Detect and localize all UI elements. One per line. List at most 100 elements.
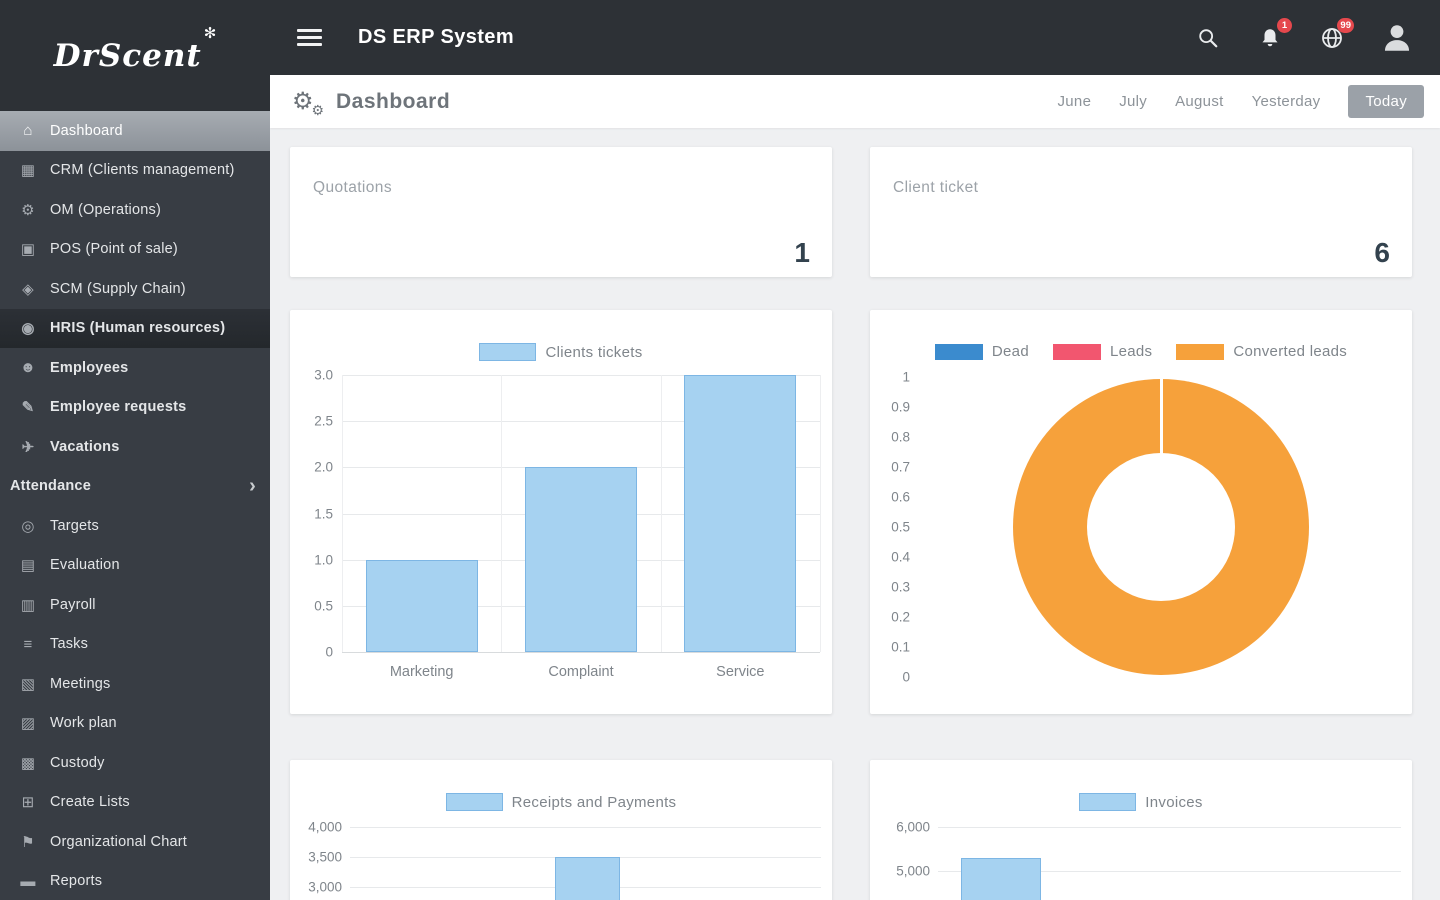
notifications-bell-icon[interactable]: 1	[1256, 17, 1292, 52]
legend-label: Receipts and Payments	[511, 793, 677, 811]
sidebar-item-targets[interactable]: ◎ Targets	[0, 506, 270, 546]
date-filters: June July August Yesterday Today	[1057, 85, 1424, 118]
crm-icon: ▦	[20, 162, 36, 180]
payroll-icon: ▥	[20, 596, 36, 614]
chart-legend: Receipts and Payments	[290, 793, 832, 811]
sidebar-item-label: Work plan	[50, 715, 117, 732]
main-content: ⚙ ⚙ Dashboard June July August Yesterday Toda…	[270, 75, 1440, 900]
bar	[555, 857, 620, 900]
legend-item[interactable]: Clients tickets	[479, 343, 642, 361]
y-axis-tick: 0	[325, 644, 333, 660]
scm-icon: ◈	[22, 280, 34, 298]
tasks-icon: ≡	[23, 635, 33, 653]
sidebar-item-evaluation[interactable]: ▤ Evaluation	[0, 546, 270, 586]
y-axis-tick: 6,000	[896, 819, 930, 835]
legend-item[interactable]: Invoices	[1079, 793, 1202, 811]
sidebar-item-label: Employees	[50, 359, 129, 376]
legend-swatch	[1176, 343, 1225, 360]
filter-july[interactable]: July	[1119, 93, 1148, 110]
sidebar-item-dashboard[interactable]: ⌂ Dashboard	[0, 111, 270, 151]
employees-icon: ☻	[20, 359, 36, 377]
search-icon[interactable]	[1194, 24, 1222, 52]
y-axis-tick: 0.5	[891, 519, 910, 535]
filter-june[interactable]: June	[1057, 93, 1092, 110]
page-title: Dashboard	[336, 89, 451, 113]
y-axis-tick: 1.5	[314, 506, 333, 521]
doughnut-chart	[1013, 379, 1309, 675]
stat-cards-row: Quotations 1 Client ticket 6	[290, 147, 1412, 277]
legend-label: Dead	[991, 343, 1029, 360]
sidebar-item-attendance[interactable]: Attendance ›	[0, 467, 270, 507]
y-axis-tick: 5,000	[896, 863, 930, 879]
chevron-right-icon: ›	[249, 475, 256, 498]
sidebar-item-hris-human-resources[interactable]: ◉ HRIS (Human resources)	[0, 308, 270, 348]
topbar-actions: 1 99	[1194, 17, 1414, 55]
sidebar-item-om-operations[interactable]: ⚙ OM (Operations)	[0, 190, 270, 230]
x-axis-label: Service	[716, 664, 765, 680]
custody-icon: ▩	[20, 754, 36, 772]
sidebar-item-employee-requests[interactable]: ✎ Employee requests	[0, 388, 270, 428]
stat-card-quotations: Quotations 1	[290, 147, 832, 277]
legend-swatch	[934, 343, 983, 360]
stat-card-title: Quotations	[313, 179, 392, 196]
vacations-icon: ✈	[21, 438, 35, 456]
bar-service	[684, 375, 797, 652]
sidebar-item-reports[interactable]: ▬ Reports	[0, 862, 270, 900]
sidebar-item-tasks[interactable]: ≡ Tasks	[0, 625, 270, 665]
sidebar-item-label: Attendance	[10, 478, 91, 495]
stat-card-value: 1	[794, 237, 810, 268]
sidebar-item-label: Create Lists	[50, 794, 130, 811]
invoices-chart-card: Invoices 6,000 5,000	[870, 760, 1412, 900]
brand-text: DrScent	[53, 37, 202, 74]
y-axis-tick: 0.5	[314, 598, 333, 614]
sidebar-item-label: POS (Point of sale)	[50, 241, 178, 258]
globe-icon[interactable]: 99	[1318, 17, 1354, 52]
sidebar-item-label: Custody	[50, 754, 105, 771]
sidebar-item-payroll[interactable]: ▥ Payroll	[0, 585, 270, 625]
sidebar-item-work-plan[interactable]: ▨ Work plan	[0, 704, 270, 744]
home-icon: ⌂	[23, 122, 33, 140]
chart-legend: Clients tickets	[290, 343, 832, 361]
sidebar-item-label: Employee requests	[50, 399, 187, 416]
sidebar-item-organizational-chart[interactable]: ⚑ Organizational Chart	[0, 822, 270, 862]
user-avatar-icon[interactable]	[1380, 21, 1414, 55]
filter-today[interactable]: Today	[1348, 85, 1424, 118]
om-icon: ⚙	[21, 201, 35, 219]
work-plan-icon: ▨	[20, 715, 36, 733]
hamburger-menu-icon[interactable]	[297, 29, 322, 46]
sidebar-item-meetings[interactable]: ▧ Meetings	[0, 664, 270, 704]
y-axis-tick: 3,500	[308, 849, 342, 865]
y-axis-tick: 3.0	[314, 367, 333, 383]
filter-yesterday[interactable]: Yesterday	[1251, 93, 1321, 110]
sidebar-item-label: Payroll	[50, 596, 96, 613]
sidebar-item-create-lists[interactable]: ⊞ Create Lists	[0, 783, 270, 823]
legend-item[interactable]: Receipts and Payments	[445, 793, 677, 811]
sidebar-item-crm-clients-management[interactable]: ▦ CRM (Clients management)	[0, 151, 270, 191]
chart-legend: Invoices	[870, 793, 1412, 811]
legend-item[interactable]: Dead	[934, 343, 1029, 360]
sidebar-item-scm-supply-chain[interactable]: ◈ SCM (Supply Chain)	[0, 269, 270, 309]
legend-label: Invoices	[1145, 793, 1203, 811]
bar-chart-plot: 3.0 2.5 2.0 1.5 1.0 0.5 0 Marketing Complaint Ser…	[314, 368, 821, 680]
y-axis-tick: 0.7	[891, 459, 910, 475]
sidebar-item-pos-point-of-sale[interactable]: ▣ POS (Point of sale)	[0, 230, 270, 270]
legend-item[interactable]: Converted leads	[1176, 343, 1347, 360]
y-axis-tick: 2.0	[314, 459, 333, 475]
meetings-icon: ▧	[20, 675, 36, 693]
sidebar-item-label: Vacations	[50, 438, 120, 455]
y-axis-tick: 0.4	[891, 549, 910, 565]
targets-icon: ◎	[21, 517, 35, 535]
chart-legend: Dead Leads Converted leads	[870, 343, 1412, 360]
sidebar-item-vacations[interactable]: ✈ Vacations	[0, 427, 270, 467]
legend-label: Leads	[1109, 343, 1153, 360]
brand-flower-icon: ✻	[203, 25, 217, 42]
brand-logo[interactable]: DrScent ✻	[0, 0, 270, 111]
y-axis-tick: 0.6	[891, 489, 910, 505]
y-axis-tick: 4,000	[308, 819, 342, 835]
filter-august[interactable]: August	[1175, 93, 1224, 110]
legend-item[interactable]: Leads	[1052, 343, 1153, 360]
sidebar-item-custody[interactable]: ▩ Custody	[0, 743, 270, 783]
y-axis-tick: 1.0	[314, 552, 333, 568]
sidebar: DrScent ✻ ⌂ Dashboard ▦ CRM (Clients manage…	[0, 0, 270, 900]
sidebar-item-employees[interactable]: ☻ Employees	[0, 348, 270, 388]
